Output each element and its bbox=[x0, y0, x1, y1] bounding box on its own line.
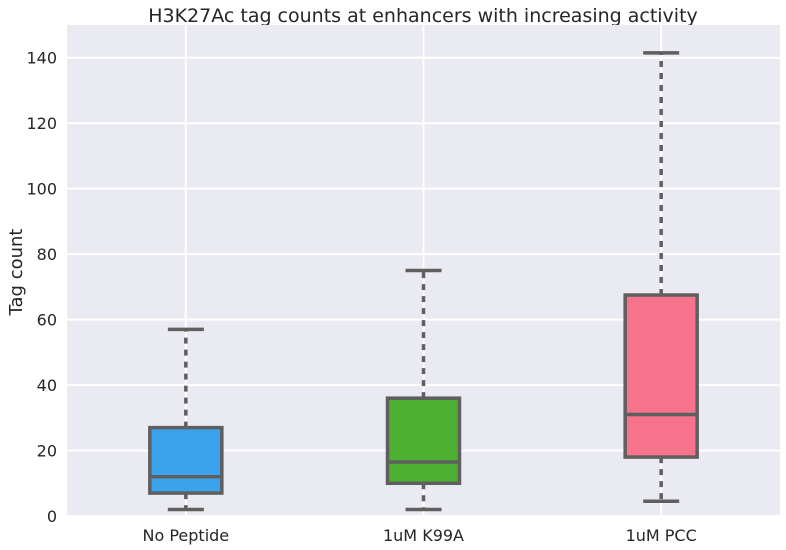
x-tick-label: 1uM PCC bbox=[626, 526, 697, 545]
y-tick-label: 0 bbox=[47, 507, 57, 526]
box-group bbox=[385, 268, 462, 512]
box-iqr bbox=[623, 293, 699, 459]
chart-title: H3K27Ac tag counts at enhancers with inc… bbox=[148, 5, 698, 27]
y-tick-label: 20 bbox=[37, 442, 57, 461]
y-tick-label: 60 bbox=[37, 311, 57, 330]
y-axis-label: Tag count bbox=[6, 229, 27, 317]
y-axis-ticks: 0 20 40 60 80 100 120 140 bbox=[26, 49, 57, 526]
boxes-layer bbox=[148, 51, 699, 512]
y-tick-label: 120 bbox=[26, 114, 57, 133]
box-iqr bbox=[148, 425, 224, 495]
y-tick-label: 40 bbox=[37, 376, 57, 395]
box-iqr bbox=[385, 396, 462, 486]
x-tick-label: 1uM K99A bbox=[383, 526, 464, 545]
y-tick-label: 100 bbox=[26, 180, 57, 199]
x-tick-label: No Peptide bbox=[143, 526, 230, 545]
x-axis-labels: No Peptide 1uM K99A 1uM PCC bbox=[143, 526, 697, 545]
box-group bbox=[148, 327, 224, 512]
y-tick-label: 80 bbox=[37, 245, 57, 264]
y-tick-label: 140 bbox=[26, 49, 57, 68]
box-group bbox=[623, 51, 699, 504]
